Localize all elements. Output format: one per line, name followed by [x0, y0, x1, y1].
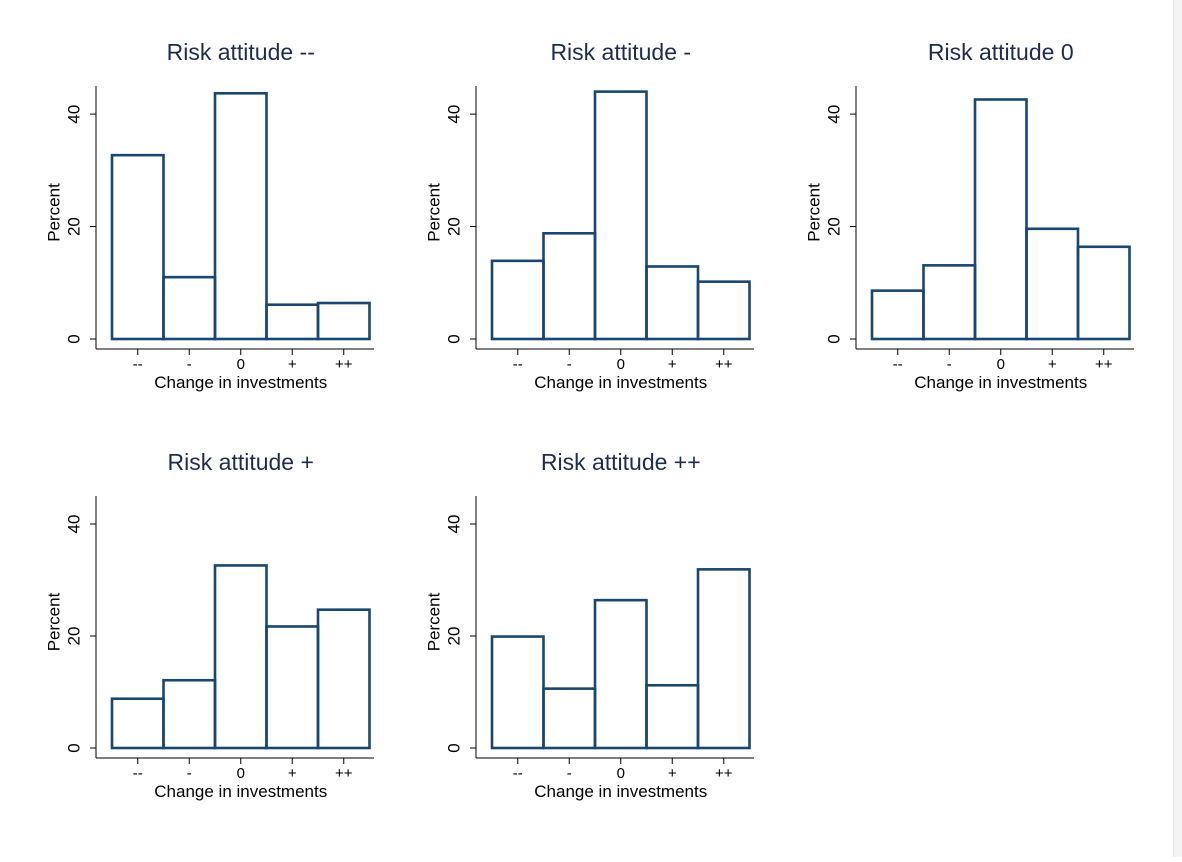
- y-tick-label: 0: [445, 743, 464, 752]
- y-tick-label: 40: [825, 105, 844, 124]
- x-tick-label: --: [133, 356, 143, 373]
- page-edge-scrollbar: [1173, 0, 1182, 857]
- bar: [870, 289, 925, 341]
- x-tick-label: -: [567, 356, 572, 373]
- chart-title: Risk attitude --: [167, 39, 315, 65]
- x-tick-label: --: [513, 765, 523, 782]
- bar: [593, 598, 648, 750]
- x-axis-label: Change in investments: [534, 782, 707, 801]
- bar: [973, 98, 1028, 341]
- y-tick-label: 40: [445, 105, 464, 124]
- bar: [316, 301, 371, 341]
- bar: [162, 275, 217, 341]
- x-tick-label: 0: [617, 765, 625, 782]
- x-axis-label: Change in investments: [534, 373, 707, 392]
- x-tick-label: -: [187, 765, 192, 782]
- bar: [316, 608, 371, 750]
- y-tick-label: 20: [65, 627, 84, 646]
- bar: [490, 635, 545, 750]
- chart-title: Risk attitude -: [550, 39, 691, 65]
- y-axis-label: Percent: [425, 592, 444, 651]
- x-tick-label: ++: [715, 356, 733, 373]
- x-tick-label: +: [668, 356, 677, 373]
- x-tick-label: +: [288, 765, 297, 782]
- x-tick-label: 0: [237, 765, 245, 782]
- x-tick-label: --: [133, 765, 143, 782]
- chart-title: Risk attitude 0: [928, 39, 1074, 65]
- chart-title: Risk attitude +: [168, 449, 314, 475]
- bar: [696, 280, 751, 341]
- y-tick-label: 20: [825, 217, 844, 236]
- bar: [922, 264, 977, 341]
- bar: [213, 564, 268, 750]
- x-tick-label: -: [187, 356, 192, 373]
- x-tick-label: --: [513, 356, 523, 373]
- x-tick-label: -: [947, 356, 952, 373]
- bar: [213, 92, 268, 341]
- bar: [645, 683, 700, 750]
- bar: [265, 625, 320, 750]
- x-tick-label: +: [668, 765, 677, 782]
- y-tick-label: 0: [65, 334, 84, 343]
- y-tick-label: 20: [445, 627, 464, 646]
- x-tick-label: +: [288, 356, 297, 373]
- x-tick-label: +: [1048, 356, 1057, 373]
- x-axis-label: Change in investments: [154, 782, 327, 801]
- x-tick-label: 0: [997, 356, 1005, 373]
- y-axis-label: Percent: [45, 592, 64, 651]
- x-axis-label: Change in investments: [914, 373, 1087, 392]
- bar: [593, 90, 648, 341]
- x-tick-label: ++: [1095, 356, 1113, 373]
- bar: [265, 303, 320, 341]
- bar: [1076, 245, 1131, 341]
- y-tick-label: 0: [825, 334, 844, 343]
- y-axis-label: Percent: [805, 183, 824, 242]
- y-axis-label: Percent: [45, 183, 64, 242]
- bar: [490, 259, 545, 341]
- y-tick-label: 20: [445, 217, 464, 236]
- x-tick-label: --: [893, 356, 903, 373]
- y-tick-label: 0: [445, 334, 464, 343]
- y-tick-label: 40: [65, 105, 84, 124]
- bar: [542, 232, 597, 341]
- x-tick-label: 0: [237, 356, 245, 373]
- bar: [110, 697, 165, 750]
- chart-title: Risk attitude ++: [541, 449, 701, 475]
- y-tick-label: 0: [65, 743, 84, 752]
- bar: [110, 153, 165, 341]
- x-tick-label: ++: [335, 356, 353, 373]
- bar: [162, 678, 217, 750]
- bar: [542, 687, 597, 750]
- x-tick-label: 0: [617, 356, 625, 373]
- x-tick-label: ++: [335, 765, 353, 782]
- y-tick-label: 20: [65, 217, 84, 236]
- bar: [1025, 227, 1080, 341]
- bar: [645, 265, 700, 341]
- bar: [696, 568, 751, 750]
- y-tick-label: 40: [445, 515, 464, 534]
- x-tick-label: -: [567, 765, 572, 782]
- y-axis-label: Percent: [425, 183, 444, 242]
- y-tick-label: 40: [65, 515, 84, 534]
- x-axis-label: Change in investments: [154, 373, 327, 392]
- x-tick-label: ++: [715, 765, 733, 782]
